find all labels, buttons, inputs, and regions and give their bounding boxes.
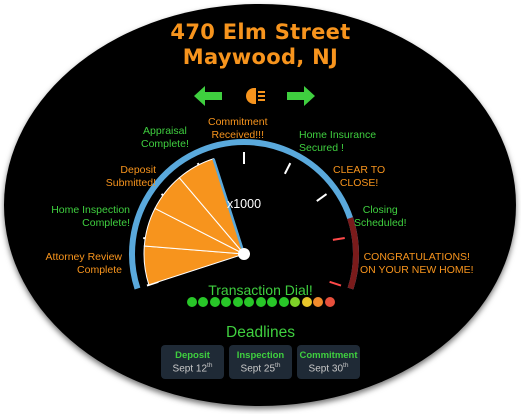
progress-dot	[186, 297, 197, 307]
progress-dot	[278, 297, 289, 307]
deadline-date: Sept 12th	[172, 362, 213, 375]
gauge-tick	[332, 237, 345, 241]
progress-dot	[244, 297, 254, 307]
milestone-congratulations: CONGRATULATIONS! ON YOUR NEW HOME!	[360, 251, 474, 276]
dial-label: Transaction Dial!	[208, 282, 313, 298]
deadline-card-inspection[interactable]: Inspection Sept 25th	[229, 345, 292, 379]
property-city: Maywood, NJ	[182, 45, 339, 69]
progress-dot	[313, 297, 323, 307]
progress-dot	[232, 297, 243, 307]
milestone-clear-to-close: CLEAR TO CLOSE!	[333, 164, 386, 189]
milestone-appraisal: Appraisal Complete!	[141, 125, 189, 150]
milestone-insurance: Home Insurance Secured !	[299, 129, 377, 154]
deadline-card-commitment[interactable]: Commitment Sept 30th	[297, 345, 360, 379]
deadline-card-deposit[interactable]: Deposit Sept 12th	[161, 345, 224, 379]
progress-dots	[0, 297, 521, 307]
gauge-tick	[329, 280, 342, 287]
progress-dot	[301, 297, 312, 307]
property-street: 470 Elm Street	[170, 20, 351, 44]
gauge-needle-hub	[238, 248, 250, 260]
headlight-icon	[246, 88, 265, 104]
progress-dot	[290, 297, 300, 307]
deadline-cards: Deposit Sept 12th Inspection Sept 25th C…	[0, 345, 521, 379]
gauge-tick	[283, 162, 292, 175]
deadline-date: Sept 25th	[240, 362, 281, 375]
progress-dot	[221, 297, 231, 307]
milestone-commitment: Commitment Received!!!	[208, 116, 268, 141]
milestone-closing: Closing Scheduled!	[354, 204, 407, 229]
milestone-home-inspection: Home Inspection Complete!	[51, 204, 130, 229]
gauge-rim-red-zone	[347, 217, 359, 290]
progress-dot	[324, 297, 335, 307]
deadline-label: Commitment	[299, 350, 358, 361]
deadline-date: Sept 30th	[308, 362, 349, 375]
deadline-label: Inspection	[236, 350, 285, 361]
gauge-progress-wedges	[143, 158, 245, 286]
gauge-rim	[129, 139, 359, 290]
gauge-scale: x1000	[227, 197, 261, 211]
dashboard-oval	[4, 4, 516, 406]
arrow-left-icon[interactable]	[194, 86, 222, 106]
progress-dot	[198, 297, 208, 307]
deadline-label: Deposit	[175, 350, 210, 361]
gauge-tick	[316, 193, 328, 202]
gauge-needle	[212, 158, 250, 260]
milestone-attorney-review: Attorney Review Complete	[45, 251, 122, 276]
milestone-deposit: Deposit Submitted!	[105, 164, 156, 189]
progress-dot	[267, 297, 277, 307]
arrow-right-icon[interactable]	[287, 86, 315, 106]
gauge-needle-line	[212, 158, 246, 255]
progress-dot	[255, 297, 266, 307]
progress-dot	[209, 297, 220, 307]
deadlines-title: Deadlines	[226, 324, 295, 341]
